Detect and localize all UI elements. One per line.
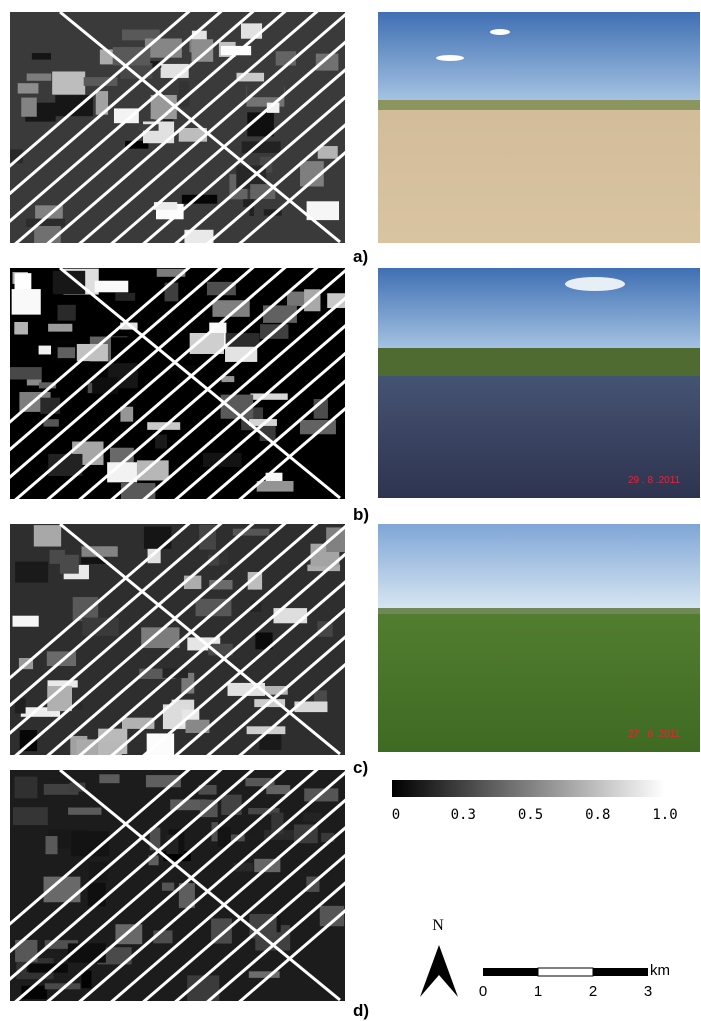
colorbar-tick-label: 0.8 xyxy=(585,807,610,823)
map-patch xyxy=(58,305,76,321)
map-patch xyxy=(221,795,241,815)
photo-flooded-field: 29 . 8 .2011 xyxy=(378,268,700,498)
map-patch xyxy=(327,293,351,308)
map-patch xyxy=(257,481,294,492)
map-patch xyxy=(46,836,58,854)
scale-tick-label: 3 xyxy=(644,983,652,1000)
map-patch xyxy=(303,813,321,822)
scale-unit: km xyxy=(650,962,670,979)
colorbar xyxy=(392,780,665,797)
scale-tick-label: 0 xyxy=(479,983,487,1000)
map-patch xyxy=(15,273,32,290)
map-patch xyxy=(26,219,65,227)
north-label: N xyxy=(432,917,444,934)
map-patch xyxy=(14,322,28,335)
scale-tick-label: 1 xyxy=(534,983,542,1000)
map-patch xyxy=(52,71,85,94)
map-patch xyxy=(18,83,39,93)
map-patch xyxy=(147,733,174,756)
panel-label: d) xyxy=(353,1001,369,1020)
map-patch xyxy=(10,367,42,379)
map-patch xyxy=(34,525,61,546)
map-patch xyxy=(58,347,76,358)
map-patch xyxy=(13,807,48,825)
map-patch xyxy=(155,435,167,449)
map-patch xyxy=(21,98,37,117)
map-patch xyxy=(40,398,60,414)
photo-date-stamp: 27 . 8 .2011 xyxy=(628,729,681,740)
map-patch xyxy=(241,23,262,38)
panel-label: c) xyxy=(353,758,368,777)
map-patch xyxy=(266,785,290,794)
map-patch xyxy=(98,741,122,767)
map-patch xyxy=(27,74,52,81)
photo-cotton-field: 27 . 8 .2011 xyxy=(378,524,700,752)
map-patch xyxy=(12,289,41,315)
photo-date-stamp: 29 . 8 .2011 xyxy=(628,475,681,486)
map-patch xyxy=(162,883,174,891)
panel-label: a) xyxy=(353,247,368,266)
colorbar-tick-label: 0 xyxy=(392,807,400,823)
panel-label: b) xyxy=(353,505,369,524)
map-patch xyxy=(226,333,260,346)
map-patch xyxy=(15,562,48,583)
photo-bare-soil xyxy=(378,12,700,243)
map-patch xyxy=(144,527,171,549)
north-arrow xyxy=(420,945,458,997)
map-patch xyxy=(48,324,72,332)
map-patch xyxy=(314,690,327,702)
scale-bar xyxy=(483,968,648,976)
map-patch xyxy=(14,777,37,799)
map-patch xyxy=(115,293,135,301)
map-patch xyxy=(39,346,51,355)
colorbar-tick-label: 0.3 xyxy=(451,807,476,823)
map-patch xyxy=(73,597,98,621)
map-patch xyxy=(29,964,68,973)
map-patch xyxy=(32,53,51,60)
map-patch xyxy=(95,281,129,293)
scale-tick-label: 2 xyxy=(589,983,597,1000)
map-patch xyxy=(250,393,287,399)
map-patch xyxy=(99,774,119,783)
colorbar-tick-label: 1.0 xyxy=(652,807,677,823)
colorbar-tick-label: 0.5 xyxy=(518,807,543,823)
map-patch xyxy=(68,808,101,815)
map-patch xyxy=(60,555,79,574)
figure: 29 . 8 .2011 27 . 8 .2011 a) b) c) d) 0 0… xyxy=(0,0,701,1021)
map-patch xyxy=(12,616,38,627)
